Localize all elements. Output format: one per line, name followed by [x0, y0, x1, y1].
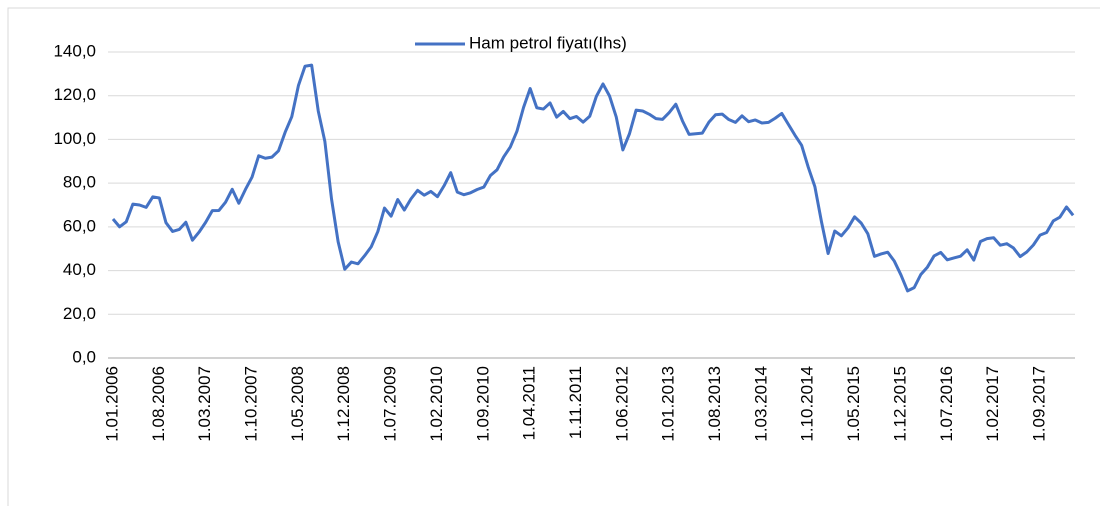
x-tick-label: 1.12.2015	[890, 366, 909, 442]
x-tick-label: 1.07.2009	[381, 366, 400, 442]
line-series	[111, 63, 1075, 293]
x-tick-label: 1.11.2011	[566, 366, 585, 439]
x-tick-label: 1.05.2015	[844, 366, 863, 442]
x-tick-label: 1.02.2017	[983, 366, 1002, 442]
x-tick-label: 1.01.2013	[659, 366, 678, 442]
x-tick-label: 1.02.2010	[427, 366, 446, 442]
x-tick-label: 1.09.2017	[1029, 366, 1048, 442]
x-tick-label: 1.03.2014	[751, 366, 770, 442]
y-tick-label: 80,0	[63, 173, 96, 192]
x-tick-label: 1.08.2013	[705, 366, 724, 442]
y-tick-label: 40,0	[63, 260, 96, 279]
x-tick-label: 1.12.2008	[334, 366, 353, 442]
x-tick-label: 1.10.2007	[242, 366, 261, 442]
legend-label: Ham petrol fiyatı(Ihs)	[469, 33, 627, 52]
x-tick-label: 1.04.2011	[520, 366, 539, 440]
x-tick-label: 1.08.2006	[149, 366, 168, 442]
x-tick-label: 1.05.2008	[288, 366, 307, 442]
x-tick-label: 1.07.2016	[937, 366, 956, 442]
x-tick-label: 1.01.2006	[102, 366, 121, 442]
chart-frame	[7, 7, 1100, 506]
y-tick-label: 0,0	[72, 347, 96, 366]
y-tick-label: 140,0	[53, 41, 96, 60]
y-tick-label: 120,0	[53, 85, 96, 104]
y-tick-label: 20,0	[63, 304, 96, 323]
x-tick-label: 1.10.2014	[798, 366, 817, 442]
x-tick-label: 1.03.2007	[195, 366, 214, 442]
x-tick-label: 1.06.2012	[612, 366, 631, 442]
y-tick-label: 100,0	[53, 129, 96, 148]
y-tick-label: 60,0	[63, 216, 96, 235]
x-tick-label: 1.09.2010	[473, 366, 492, 442]
